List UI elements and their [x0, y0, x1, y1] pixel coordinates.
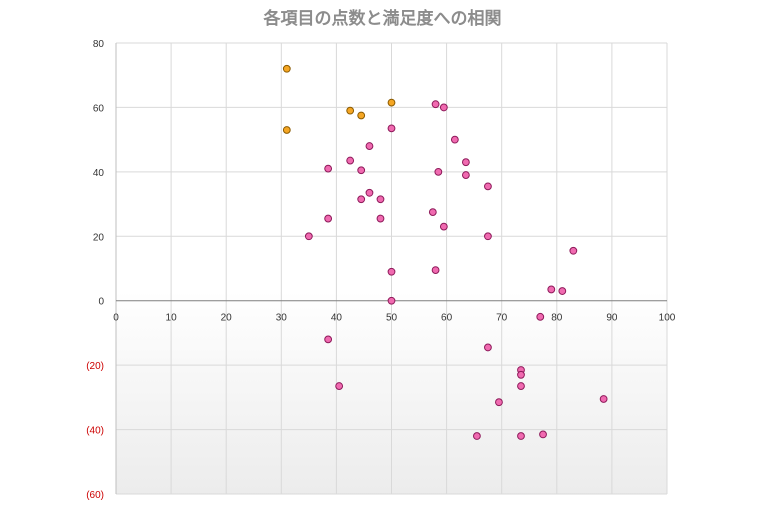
data-point [376, 214, 385, 223]
x-tick-label: 80 [551, 313, 563, 324]
data-point [324, 164, 333, 173]
data-point [357, 195, 366, 204]
x-tick-label: 50 [386, 313, 398, 324]
highlight-data-point [346, 106, 355, 115]
data-point [387, 267, 396, 276]
data-point [431, 266, 440, 275]
data-point [517, 370, 525, 379]
y-tick-label: 20 [93, 232, 105, 243]
data-point [376, 195, 385, 204]
y-tick-label: 60 [93, 103, 105, 114]
grid-lines [116, 42, 668, 495]
data-point [428, 208, 437, 217]
y-tick-label: (60) [86, 490, 104, 501]
data-point [517, 432, 525, 440]
data-point [461, 158, 470, 167]
data-point [517, 382, 525, 390]
data-point [536, 312, 545, 321]
x-tick-label: 10 [166, 313, 178, 324]
data-point [439, 222, 448, 231]
x-tick-label: 40 [331, 313, 343, 324]
data-point [539, 430, 547, 439]
data-point [357, 166, 366, 175]
data-point [439, 103, 448, 112]
data-point [599, 395, 608, 403]
highlight-data-point [387, 98, 396, 107]
y-tick-label: (20) [86, 361, 104, 372]
chart-title: 各項目の点数と満足度への相関 [263, 9, 502, 29]
data-point [431, 100, 440, 109]
highlight-data-point [357, 111, 366, 120]
x-tick-label: 60 [441, 313, 453, 324]
y-tick-label: 80 [93, 39, 105, 50]
x-tick-label: 90 [606, 313, 618, 324]
data-point [434, 167, 443, 176]
highlight-data-point [282, 64, 291, 73]
data-point [461, 171, 470, 179]
data-point [324, 214, 333, 223]
data-point [365, 142, 374, 150]
data-point [387, 296, 396, 305]
x-tick-label: 100 [659, 313, 676, 324]
x-tick-label: 70 [496, 313, 508, 324]
data-point [484, 232, 492, 241]
data-point [558, 287, 567, 295]
x-tick-label: 0 [113, 313, 119, 324]
data-point [304, 232, 313, 241]
data-point [547, 285, 556, 294]
data-point [569, 246, 578, 255]
x-tick-label: 30 [276, 313, 288, 324]
x-tick-label: 20 [221, 313, 233, 324]
data-point [365, 188, 374, 197]
tick-labels: 0 10 20 30 40 50 60 70 80 90 100 80 60 40 20 0 (20) (40) (… [86, 39, 676, 501]
y-tick-label: 40 [93, 168, 105, 179]
highlight-data-point [282, 126, 291, 134]
y-tick-label: 0 [98, 297, 104, 308]
y-tick-label: (40) [86, 426, 104, 437]
data-point [450, 135, 459, 144]
data-point [387, 124, 396, 133]
data-point [484, 343, 492, 352]
data-point [346, 156, 355, 165]
data-point [335, 382, 344, 390]
data-point [473, 432, 481, 440]
data-point [495, 398, 503, 407]
data-point [484, 182, 492, 191]
data-point [324, 335, 333, 344]
data-points [282, 64, 608, 440]
